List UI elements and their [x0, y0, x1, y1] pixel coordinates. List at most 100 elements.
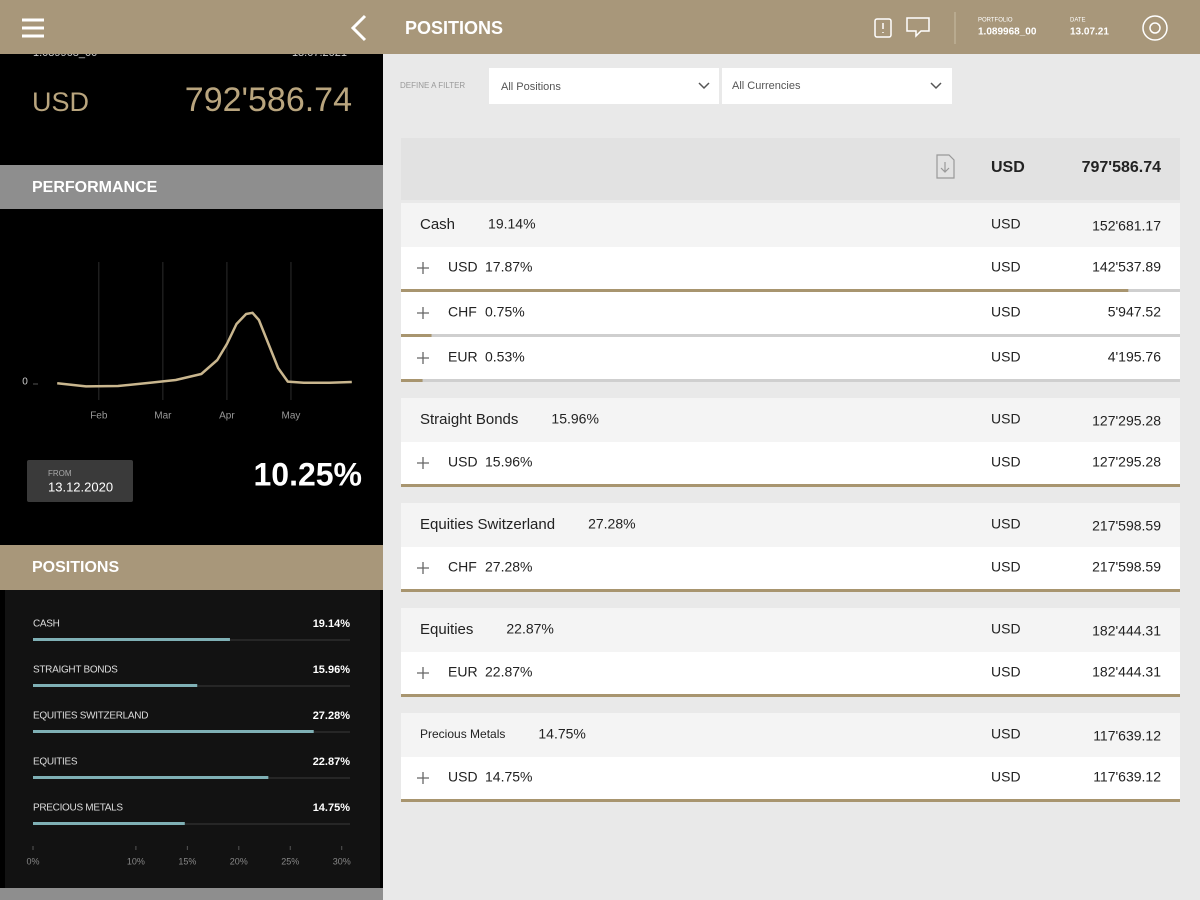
- row-currency: USD: [448, 454, 478, 470]
- date-label: DATE: [1070, 18, 1086, 24]
- from-label: FROM: [48, 469, 72, 478]
- positions-table: Cash 19.14% USD 152'681.17 USD 17.87% USD 142'5…: [401, 203, 1180, 802]
- share-bar: [401, 289, 1129, 292]
- from-date: 13.12.2020: [48, 479, 113, 494]
- row-percent: 0.75%: [485, 304, 525, 320]
- row-amount-currency: USD: [991, 259, 1021, 275]
- performance-title: PERFORMANCE: [32, 179, 158, 196]
- row-amount-currency: USD: [991, 769, 1021, 785]
- row-amount-currency: USD: [991, 664, 1021, 680]
- position-row[interactable]: [401, 547, 1180, 589]
- positions-dropdown[interactable]: [489, 68, 719, 104]
- group-amount: 182'444.31: [1092, 623, 1161, 639]
- group-header[interactable]: [401, 713, 1180, 757]
- row-percent: 27.28%: [485, 559, 532, 575]
- position-row[interactable]: [401, 652, 1180, 694]
- currencies-dropdown[interactable]: [722, 68, 952, 104]
- group-percent: 14.75%: [538, 726, 585, 742]
- value-label: 14.75%: [313, 802, 351, 814]
- share-bar: [401, 334, 432, 337]
- download-icon-page: [936, 154, 955, 179]
- profile-logo-inner: [1149, 22, 1161, 34]
- group-percent: 22.87%: [506, 621, 553, 637]
- balance-currency: USD: [32, 87, 89, 117]
- balance-panel: [0, 54, 383, 165]
- group-amount: 127'295.28: [1092, 413, 1161, 429]
- bar: [33, 776, 269, 779]
- group-header[interactable]: [401, 398, 1180, 442]
- bar: [33, 822, 185, 825]
- position-row[interactable]: [401, 757, 1180, 799]
- positions-chart-box: [5, 590, 380, 888]
- expand-icon[interactable]: [417, 262, 429, 274]
- group-currency: USD: [991, 621, 1021, 637]
- row-percent: 0.53%: [485, 349, 525, 365]
- share-track: [401, 334, 1180, 337]
- row-amount: 127'295.28: [1092, 454, 1161, 470]
- back-button[interactable]: [350, 14, 367, 42]
- performance-header[interactable]: [0, 165, 383, 209]
- positions-header[interactable]: [0, 545, 383, 590]
- y-tick-label: 0: [22, 377, 28, 388]
- row-amount: 217'598.59: [1092, 559, 1161, 575]
- row-currency: CHF: [448, 559, 477, 575]
- download-icon[interactable]: [936, 154, 955, 179]
- row-amount: 4'195.76: [1108, 349, 1161, 365]
- x-tick-label: May: [282, 411, 301, 422]
- row-currency: EUR: [448, 349, 478, 365]
- share-track: [401, 379, 1180, 382]
- balance-amount: 792'586.74: [185, 81, 352, 119]
- category-label: EQUITIES: [33, 757, 78, 768]
- position-row[interactable]: [401, 442, 1180, 484]
- position-row[interactable]: [401, 247, 1180, 289]
- group-name: Straight Bonds: [420, 411, 518, 428]
- position-row[interactable]: [401, 292, 1180, 334]
- expand-icon[interactable]: [417, 562, 429, 574]
- header-date: 13.07.21: [1070, 27, 1109, 38]
- value-label: 27.28%: [313, 710, 351, 722]
- info-button[interactable]: [874, 18, 892, 38]
- total-row: [401, 138, 1180, 200]
- group-percent: 27.28%: [588, 516, 635, 532]
- value-label: 19.14%: [313, 618, 351, 630]
- profile-logo[interactable]: [1142, 15, 1168, 41]
- position-row[interactable]: [401, 337, 1180, 379]
- row-amount: 117'639.12: [1093, 769, 1161, 785]
- portfolio-label: PORTFOLIO: [978, 18, 1013, 24]
- group-amount: 152'681.17: [1092, 218, 1161, 234]
- group-header[interactable]: [401, 503, 1180, 547]
- row-amount: 5'947.52: [1108, 304, 1161, 320]
- group-header[interactable]: [401, 608, 1180, 652]
- from-date-button[interactable]: [27, 460, 133, 502]
- menu-button[interactable]: [22, 18, 44, 38]
- download-icon-arrow: [940, 162, 950, 173]
- category-label: CASH: [33, 619, 60, 630]
- group-name: Cash: [420, 216, 455, 233]
- expand-icon[interactable]: [417, 352, 429, 364]
- expand-icon[interactable]: [417, 307, 429, 319]
- group-currency: USD: [991, 411, 1021, 427]
- expand-icon[interactable]: [417, 772, 429, 784]
- footer-strip: [0, 888, 383, 900]
- x-tick-label: 20%: [230, 856, 248, 866]
- total-amount: 797'586.74: [1082, 159, 1162, 176]
- dropdown-chevron: [698, 82, 710, 90]
- group-percent: 19.14%: [488, 216, 535, 232]
- x-tick-label: 30%: [333, 856, 351, 866]
- messages-button[interactable]: [906, 17, 930, 38]
- x-tick-label: Feb: [90, 411, 108, 422]
- group-currency: USD: [991, 516, 1021, 532]
- group-header[interactable]: [401, 203, 1180, 247]
- value-label: 15.96%: [313, 664, 351, 676]
- page-title: POSITIONS: [405, 18, 503, 38]
- row-amount: 142'537.89: [1092, 259, 1161, 275]
- value-label: 22.87%: [313, 756, 351, 768]
- share-bar: [401, 589, 1180, 592]
- portfolio-number: 1.089968_00: [978, 27, 1037, 38]
- expand-icon[interactable]: [417, 457, 429, 469]
- performance-return: 10.25%: [253, 456, 362, 492]
- expand-icon[interactable]: [417, 667, 429, 679]
- row-amount-currency: USD: [991, 349, 1021, 365]
